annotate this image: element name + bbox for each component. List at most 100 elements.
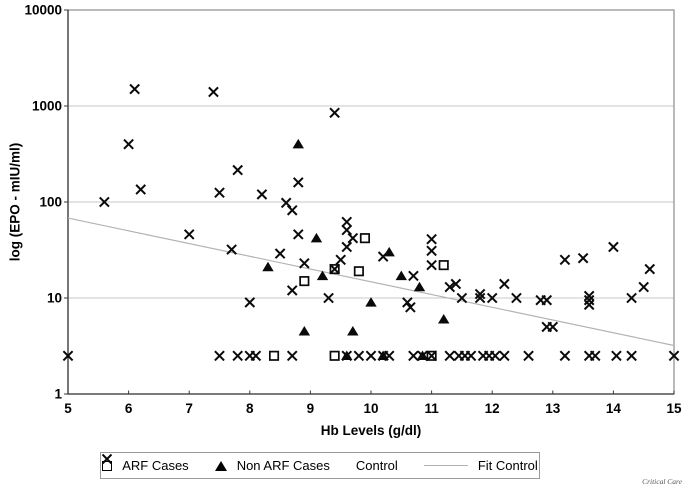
control-point: [444, 281, 456, 293]
control-point: [626, 350, 637, 362]
control-point: [499, 350, 510, 362]
control-point: [489, 350, 501, 362]
control-point: [450, 278, 462, 290]
arf-case-point: [329, 350, 340, 361]
non-arf-case-point: [298, 325, 311, 336]
control-point: [341, 224, 353, 236]
arf-case-point: [438, 260, 449, 271]
non-arf-case-point: [347, 325, 359, 336]
control-point: [589, 350, 601, 362]
control-point: [286, 204, 298, 216]
control-point: [383, 350, 395, 362]
x-tick-label: 13: [545, 401, 561, 416]
control-point: [286, 285, 298, 296]
arf-case-point: [268, 350, 280, 361]
control-point: [444, 350, 456, 362]
y-tick-label: 10: [46, 290, 62, 306]
x-tick-label: 10: [363, 401, 379, 416]
control-point: [668, 350, 680, 362]
control-point: [208, 86, 219, 98]
control-point: [329, 107, 340, 119]
control-point: [183, 229, 195, 240]
control-point: [583, 294, 595, 306]
legend-label-non-arf-cases: Non ARF Cases: [236, 458, 330, 473]
control-point: [292, 177, 304, 188]
control-point: [341, 350, 353, 362]
control-point: [405, 301, 416, 313]
journal-credit: Critical Care: [642, 477, 682, 486]
x-tick-label: 14: [605, 401, 621, 416]
control-point: [547, 321, 559, 333]
fit-control-line: [67, 217, 675, 347]
control-point: [426, 350, 437, 362]
control-point: [426, 259, 437, 271]
x-axis-title: Hb Levels (g/dl): [320, 423, 422, 438]
control-point: [214, 350, 225, 362]
legend-item-non-arf-cases: Non ARF Cases: [214, 458, 330, 473]
control-point: [577, 252, 589, 264]
control-point: [408, 350, 419, 362]
control-point: [129, 83, 140, 95]
control-point: [486, 292, 498, 304]
non-arf-case-point: [413, 281, 426, 292]
filled-triangle-marker-icon: [214, 460, 227, 471]
control-point: [62, 350, 74, 362]
control-point: [274, 248, 286, 259]
non-arf-case-point: [292, 138, 304, 149]
control-point: [299, 257, 310, 269]
control-point: [583, 290, 595, 302]
control-point: [541, 294, 553, 306]
control-point: [123, 138, 134, 150]
control-point: [226, 244, 237, 255]
x-tick-label: 12: [484, 401, 500, 416]
fit-line-marker-icon: [423, 465, 468, 466]
control-point: [292, 229, 304, 240]
control-point: [465, 350, 477, 362]
control-point: [417, 350, 428, 362]
control-point: [626, 292, 637, 304]
legend-label-control: Control: [355, 458, 398, 473]
control-point: [323, 292, 334, 304]
control-point: [250, 350, 262, 362]
control-point: [232, 164, 243, 176]
arf-case-point: [359, 233, 370, 244]
x-tick-label: 11: [424, 401, 439, 416]
x-tick-label: 15: [666, 401, 682, 416]
control-point: [256, 189, 268, 200]
control-point: [426, 233, 437, 245]
non-arf-case-point: [395, 270, 407, 281]
control-point: [559, 254, 571, 266]
x-tick-label: 9: [306, 401, 315, 416]
control-point: [638, 281, 650, 293]
x-tick-label: 8: [246, 401, 254, 416]
control-point: [559, 350, 571, 362]
control-point: [499, 278, 510, 290]
control-point: [402, 297, 413, 308]
x-marker-icon: [101, 453, 113, 465]
control-point: [644, 263, 656, 275]
y-tick-label: 1000: [31, 98, 62, 114]
control-point: [99, 196, 110, 208]
x-tick-label: 5: [64, 401, 72, 416]
control-point: [347, 232, 359, 244]
legend: ARF Cases Non ARF Cases Control Fit Cont…: [100, 452, 540, 479]
y-tick-label: 1: [54, 386, 62, 402]
arf-case-point: [353, 266, 364, 277]
control-point: [329, 263, 340, 275]
control-point: [456, 292, 468, 304]
control-point: [608, 241, 619, 253]
control-point: [341, 216, 353, 228]
control-point: [583, 299, 595, 311]
y-axis-title: log (EPO - mIU/ml): [7, 142, 23, 262]
control-point: [474, 288, 486, 300]
control-point: [408, 270, 419, 282]
control-point: [611, 350, 622, 362]
legend-item-arf-cases: ARF Cases: [102, 458, 189, 473]
y-tick-label: 100: [39, 194, 62, 210]
control-point: [511, 292, 522, 304]
arf-case-point: [299, 276, 310, 287]
control-point: [286, 350, 298, 362]
control-point: [474, 292, 486, 304]
non-arf-case-point: [262, 261, 274, 272]
